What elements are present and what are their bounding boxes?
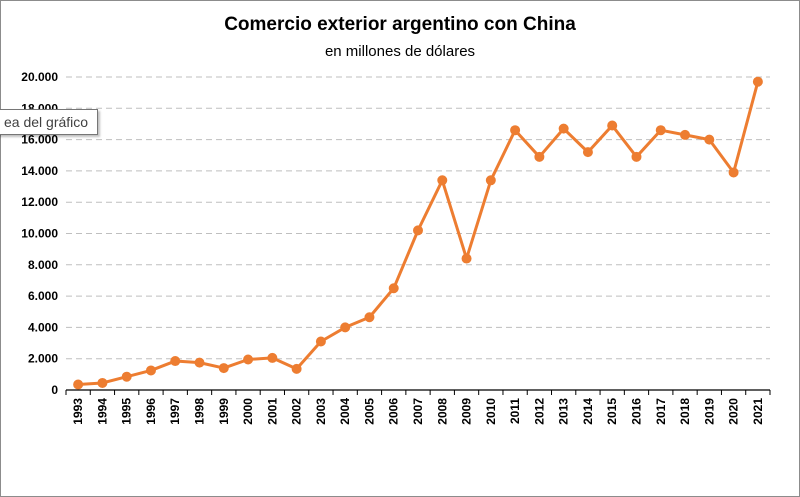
- data-point: [582, 147, 593, 158]
- data-point: [73, 379, 84, 390]
- data-point: [413, 225, 423, 236]
- data-point: [558, 123, 569, 134]
- data-point: [243, 354, 254, 365]
- x-tick-label: 1994: [95, 398, 109, 425]
- data-point: [534, 151, 545, 162]
- data-point: [340, 322, 351, 333]
- x-axis: 1993 1994 1995 1996 1997 1998 1999 2000 2001 2002…: [65, 389, 771, 425]
- data-point: [364, 312, 375, 323]
- data-point: [607, 120, 618, 131]
- data-point: [752, 76, 763, 87]
- y-tick-label: 0: [51, 383, 58, 397]
- data-point: [97, 377, 108, 388]
- x-tick-label: 2019: [702, 398, 716, 425]
- y-tick-label: 8.000: [28, 258, 58, 272]
- x-tick-label: 1998: [193, 398, 207, 425]
- x-tick-label: 2012: [532, 398, 546, 425]
- data-point: [218, 363, 229, 374]
- data-point: [388, 283, 399, 294]
- x-tick-label: 2006: [387, 398, 401, 425]
- data-point: [631, 151, 642, 162]
- gridlines: [66, 76, 770, 360]
- y-tick-label: 6.000: [28, 289, 58, 303]
- x-tick-label: 1993: [71, 398, 85, 425]
- data-point: [170, 356, 181, 367]
- x-tick-label: 2015: [605, 398, 619, 425]
- x-tick-label: 2009: [460, 398, 474, 425]
- x-tick-label: 2005: [362, 398, 376, 425]
- data-point: [680, 129, 691, 140]
- y-tick-label: 20.000: [21, 70, 58, 84]
- chart-subtitle: en millones de dólares: [324, 43, 476, 60]
- chart-area-tooltip: ea del gráfico: [0, 109, 99, 135]
- data-point: [437, 175, 448, 186]
- x-tick-label: 2021: [751, 398, 765, 425]
- x-tick-label: 2011: [508, 398, 522, 424]
- x-tick-label: 2010: [484, 398, 498, 425]
- x-tick-label: 1997: [168, 398, 182, 425]
- y-tick-label: 4.000: [28, 320, 58, 334]
- data-point: [510, 125, 521, 136]
- y-tick-label: 14.000: [21, 164, 58, 178]
- chart-title: Comercio exterior argentino con China: [224, 14, 576, 35]
- data-series: [73, 76, 763, 390]
- x-tick-label: 1999: [217, 398, 231, 425]
- data-point: [267, 352, 278, 363]
- data-point: [145, 365, 156, 376]
- data-point: [728, 167, 739, 178]
- x-tick-label: 2008: [435, 398, 449, 425]
- y-tick-label: 12.000: [21, 195, 58, 209]
- x-tick-label: 2002: [290, 398, 304, 425]
- y-tick-label: 10.000: [21, 227, 58, 241]
- x-tick-label: 2020: [727, 398, 741, 425]
- x-tick-label: 2007: [411, 398, 425, 425]
- x-tick-label: 1995: [120, 398, 134, 425]
- x-tick-label: 2001: [265, 398, 279, 425]
- x-tick-label: 2018: [678, 398, 692, 425]
- data-point: [704, 134, 715, 145]
- x-tick-label: 2017: [654, 398, 668, 425]
- x-tick-label: 2016: [629, 398, 643, 425]
- data-point: [315, 336, 326, 347]
- data-point: [291, 363, 302, 374]
- data-point: [194, 357, 205, 368]
- data-point: [121, 371, 132, 382]
- x-tick-label: 2003: [314, 398, 328, 425]
- x-tick-label: 2000: [241, 398, 255, 425]
- x-tick-label: 1996: [144, 398, 158, 425]
- x-tick-label: 2004: [338, 398, 352, 425]
- y-tick-label: 16.000: [21, 133, 58, 147]
- data-point: [655, 125, 666, 136]
- data-point: [485, 175, 496, 186]
- x-tick-label: 2013: [557, 398, 571, 425]
- data-point: [461, 253, 472, 264]
- x-tick-label: 2014: [581, 398, 595, 425]
- y-tick-label: 2.000: [28, 352, 58, 366]
